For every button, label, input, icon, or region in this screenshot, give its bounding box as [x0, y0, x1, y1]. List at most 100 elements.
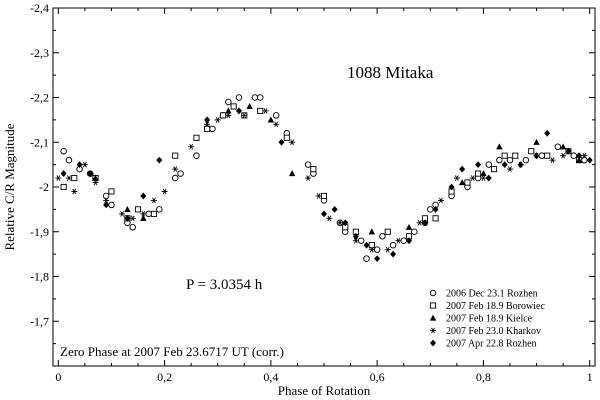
data-point	[262, 108, 269, 114]
data-point	[437, 197, 444, 204]
x-axis-label: Phase of Rotation	[278, 383, 371, 398]
data-point	[204, 125, 211, 132]
legend-marker	[430, 327, 436, 334]
data-point	[395, 237, 402, 244]
series-triangle-filled	[92, 103, 583, 235]
data-point	[326, 215, 333, 222]
data-point	[352, 237, 359, 244]
data-point	[506, 156, 514, 164]
data-point	[188, 143, 195, 150]
data-point	[400, 237, 407, 244]
data-point	[321, 210, 327, 218]
data-point	[342, 219, 349, 227]
data-point	[512, 152, 519, 159]
data-point	[390, 250, 397, 258]
data-point	[496, 156, 503, 164]
data-point	[172, 152, 179, 159]
data-point	[119, 211, 126, 217]
data-point	[150, 197, 157, 204]
data-point	[559, 143, 567, 150]
data-point	[517, 161, 524, 169]
data-point	[475, 170, 482, 177]
data-point	[379, 232, 386, 240]
data-point	[570, 152, 577, 159]
data-point	[480, 170, 487, 177]
data-point	[272, 112, 280, 119]
series-diamond-filled	[60, 107, 593, 262]
x-tick-label: 0,8	[476, 370, 491, 384]
y-tick-labels: -1,7 -1,8 -1,9 -2 -2,1 -2,2 -2,3 -2,4	[30, 1, 49, 328]
data-point	[87, 170, 94, 177]
data-point	[267, 116, 275, 123]
data-point	[522, 156, 530, 164]
data-point	[501, 152, 508, 159]
data-point	[575, 156, 583, 163]
data-point	[273, 121, 280, 128]
period-annotation: P = 3.0354 h	[186, 277, 263, 293]
data-point	[421, 219, 428, 227]
data-point	[496, 143, 503, 150]
x-tick-label: 0	[55, 370, 61, 384]
data-point	[549, 157, 556, 163]
y-tick-label: -2,2	[30, 91, 49, 105]
data-point	[140, 214, 147, 221]
x-tick-label: 1	[587, 370, 593, 384]
data-point	[368, 242, 375, 249]
data-point	[129, 224, 136, 231]
data-point	[368, 246, 375, 253]
plot-frame	[52, 7, 596, 367]
data-point	[161, 188, 168, 195]
data-point	[501, 161, 508, 169]
zero-phase-annotation: Zero Phase at 2007 Feb 23.6717 UT (corr.…	[60, 344, 284, 359]
legend-label: 2007 Apr 22.8 Rozhen	[446, 339, 537, 350]
series-circle-open	[60, 94, 588, 262]
data-point	[257, 107, 264, 114]
data-point	[352, 232, 359, 240]
data-point	[448, 183, 455, 191]
legend-label: 2007 Feb 18.9 Kielce	[446, 314, 533, 325]
data-point	[140, 192, 147, 200]
data-point	[124, 214, 131, 222]
legend-label: 2007 Feb 23.0 Kharkov	[446, 326, 541, 337]
data-point	[305, 175, 312, 181]
data-point	[363, 241, 370, 249]
data-point	[506, 166, 513, 172]
y-tick-label: -2,1	[30, 135, 49, 149]
data-point	[304, 161, 312, 168]
series-asterisk	[55, 108, 588, 253]
data-point	[102, 192, 110, 200]
data-point	[289, 139, 296, 146]
data-point	[405, 223, 413, 230]
data-point	[171, 174, 179, 182]
data-point	[336, 219, 343, 226]
data-point	[134, 206, 142, 213]
data-point	[156, 206, 163, 213]
data-point	[60, 147, 67, 155]
data-point	[432, 215, 439, 222]
data-point	[581, 152, 588, 159]
chart-title: 1088 Mitaka	[347, 63, 434, 82]
data-point	[108, 201, 115, 209]
data-point	[235, 94, 243, 101]
legend-marker	[429, 302, 437, 309]
data-point	[357, 237, 365, 244]
data-point	[528, 148, 535, 155]
data-point	[204, 116, 211, 124]
data-point	[581, 156, 588, 164]
data-point	[533, 138, 540, 145]
data-point	[225, 112, 232, 119]
data-point	[71, 188, 78, 195]
y-tick-label: -1,9	[30, 225, 49, 239]
data-point	[225, 98, 232, 106]
data-point	[193, 134, 200, 141]
data-point	[81, 161, 88, 168]
data-point	[363, 255, 370, 262]
data-point	[374, 255, 381, 262]
data-point	[544, 129, 551, 137]
x-tick-labels: 0 0,2 0,4 0,6 0,8 1	[55, 370, 592, 384]
data-point	[453, 175, 460, 181]
data-point	[204, 121, 211, 128]
data-point	[384, 246, 391, 253]
data-point	[193, 152, 200, 159]
